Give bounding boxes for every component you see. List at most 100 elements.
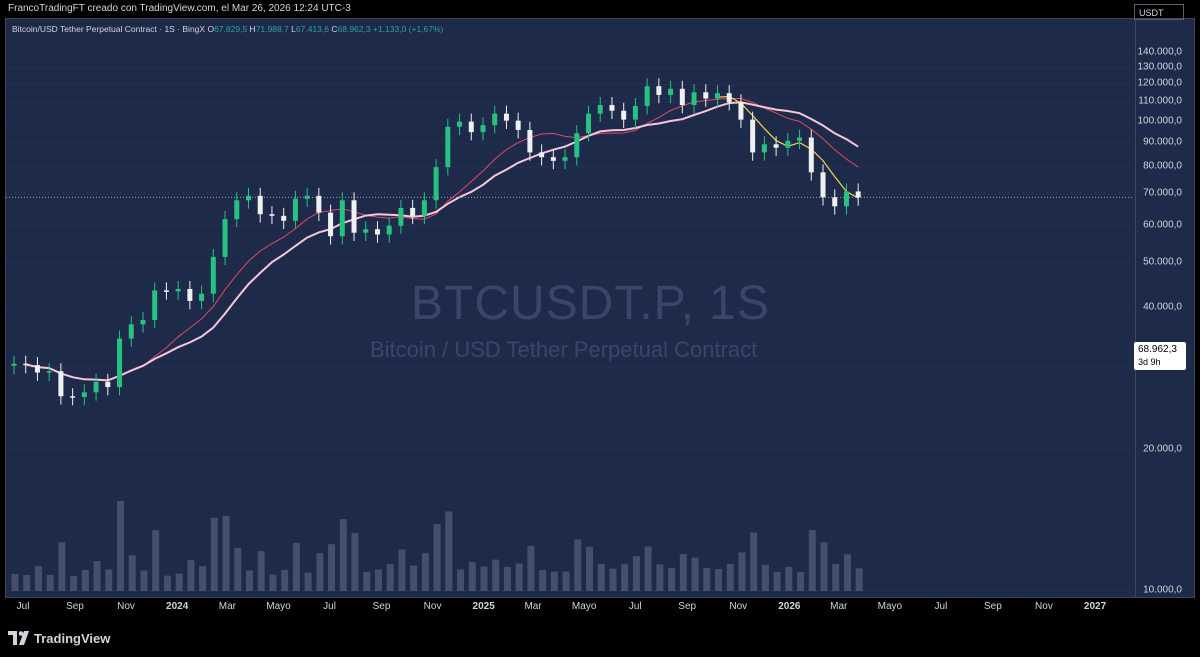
candle[interactable] bbox=[797, 137, 803, 141]
candle[interactable] bbox=[175, 288, 181, 292]
candle[interactable] bbox=[398, 207, 404, 226]
price-axis-label: 40.000,0 bbox=[1143, 301, 1182, 313]
candle[interactable] bbox=[820, 172, 826, 198]
candle[interactable] bbox=[187, 288, 193, 301]
volume-bar bbox=[726, 563, 734, 591]
price-axis-label: 50.000,0 bbox=[1143, 256, 1182, 268]
candle[interactable] bbox=[34, 365, 40, 373]
candle[interactable] bbox=[773, 144, 779, 148]
candle[interactable] bbox=[574, 133, 580, 158]
candle[interactable] bbox=[750, 119, 756, 153]
symbol-legend[interactable]: Bitcoin/USD Tether Perpetual Contract · … bbox=[12, 24, 443, 34]
candle[interactable] bbox=[808, 137, 814, 173]
candle[interactable] bbox=[374, 229, 380, 235]
time-axis-label: Sep bbox=[678, 601, 697, 612]
candle[interactable] bbox=[140, 319, 146, 325]
candle[interactable] bbox=[468, 121, 474, 133]
candle[interactable] bbox=[70, 396, 76, 398]
time-axis-label: Sep bbox=[983, 601, 1002, 612]
price-chart[interactable] bbox=[6, 19, 1134, 597]
volume-bar bbox=[550, 571, 558, 591]
candle[interactable] bbox=[843, 191, 849, 207]
candle[interactable] bbox=[245, 195, 251, 201]
candle[interactable] bbox=[492, 113, 498, 126]
volume-bar bbox=[445, 511, 453, 591]
volume-bar bbox=[105, 569, 113, 591]
candle[interactable] bbox=[152, 290, 158, 320]
candle[interactable] bbox=[199, 293, 205, 301]
volume-bar bbox=[386, 563, 394, 591]
candle[interactable] bbox=[562, 157, 568, 161]
candle[interactable] bbox=[363, 229, 369, 233]
candle[interactable] bbox=[257, 195, 263, 215]
volume-bar bbox=[480, 566, 488, 591]
candle[interactable] bbox=[457, 121, 463, 127]
legend-low-value: 67.413,6 bbox=[295, 24, 329, 34]
chart-pane[interactable]: BTCUSDT.P, 1S Bitcoin / USD Tether Perpe… bbox=[5, 18, 1195, 598]
candle[interactable] bbox=[855, 191, 861, 198]
price-axis[interactable] bbox=[1135, 19, 1194, 597]
candle[interactable] bbox=[281, 215, 287, 221]
candle[interactable] bbox=[81, 392, 87, 398]
candle[interactable] bbox=[515, 120, 521, 130]
time-axis-label: Mayo bbox=[571, 601, 597, 612]
candle[interactable] bbox=[128, 324, 134, 339]
candle[interactable] bbox=[93, 381, 99, 393]
volume-bar bbox=[703, 567, 711, 591]
candle[interactable] bbox=[234, 200, 240, 220]
volume-bar bbox=[34, 566, 42, 591]
candle[interactable] bbox=[386, 225, 392, 235]
candle[interactable] bbox=[105, 381, 111, 388]
currency-selector[interactable]: USDT bbox=[1134, 4, 1184, 20]
volume-bar bbox=[691, 557, 699, 591]
candle[interactable] bbox=[586, 113, 592, 134]
candle[interactable] bbox=[339, 200, 345, 237]
candle[interactable] bbox=[480, 125, 486, 133]
candle[interactable] bbox=[668, 88, 674, 95]
candle[interactable] bbox=[210, 256, 216, 294]
candle[interactable] bbox=[644, 86, 650, 106]
candle[interactable] bbox=[621, 110, 627, 120]
candle[interactable] bbox=[292, 198, 298, 221]
candle[interactable] bbox=[832, 197, 838, 207]
candle[interactable] bbox=[632, 105, 638, 120]
candle[interactable] bbox=[58, 371, 64, 397]
volume-bar bbox=[503, 566, 511, 591]
candle[interactable] bbox=[656, 86, 662, 95]
candle[interactable] bbox=[550, 157, 556, 161]
time-axis[interactable]: Jul Sep Nov 2024 Mar Mayo Jul Sep Nov 2025 Mar Mayo… bbox=[5, 598, 1133, 620]
candle[interactable] bbox=[269, 214, 275, 216]
candle[interactable] bbox=[609, 105, 615, 111]
legend-high-value: 71.988,7 bbox=[255, 24, 289, 34]
candle[interactable] bbox=[304, 195, 310, 199]
candle[interactable] bbox=[23, 363, 29, 366]
candle[interactable] bbox=[328, 212, 334, 237]
candle[interactable] bbox=[738, 102, 744, 120]
candle[interactable] bbox=[410, 207, 416, 216]
time-axis-label: Jul bbox=[934, 601, 948, 612]
candle[interactable] bbox=[11, 363, 17, 366]
candle[interactable] bbox=[222, 219, 228, 257]
candle[interactable] bbox=[117, 338, 123, 388]
candle[interactable] bbox=[539, 152, 545, 158]
candle[interactable] bbox=[714, 93, 720, 99]
volume-bar bbox=[644, 546, 652, 591]
candle[interactable] bbox=[726, 93, 732, 103]
candle[interactable] bbox=[445, 126, 451, 168]
candle[interactable] bbox=[703, 92, 709, 99]
candle[interactable] bbox=[527, 129, 533, 153]
candle[interactable] bbox=[785, 140, 791, 148]
candle[interactable] bbox=[503, 113, 509, 121]
time-axis-label: Sep bbox=[372, 601, 391, 612]
candle[interactable] bbox=[351, 200, 357, 233]
candle[interactable] bbox=[761, 144, 767, 153]
candle[interactable] bbox=[597, 105, 603, 114]
candle[interactable] bbox=[679, 88, 685, 106]
candle[interactable] bbox=[316, 195, 322, 213]
candle[interactable] bbox=[46, 371, 52, 373]
candle[interactable] bbox=[163, 290, 169, 292]
candle[interactable] bbox=[421, 200, 427, 216]
tradingview-logo[interactable]: TradingView bbox=[8, 628, 110, 648]
candle[interactable] bbox=[433, 167, 439, 201]
candle[interactable] bbox=[691, 92, 697, 106]
